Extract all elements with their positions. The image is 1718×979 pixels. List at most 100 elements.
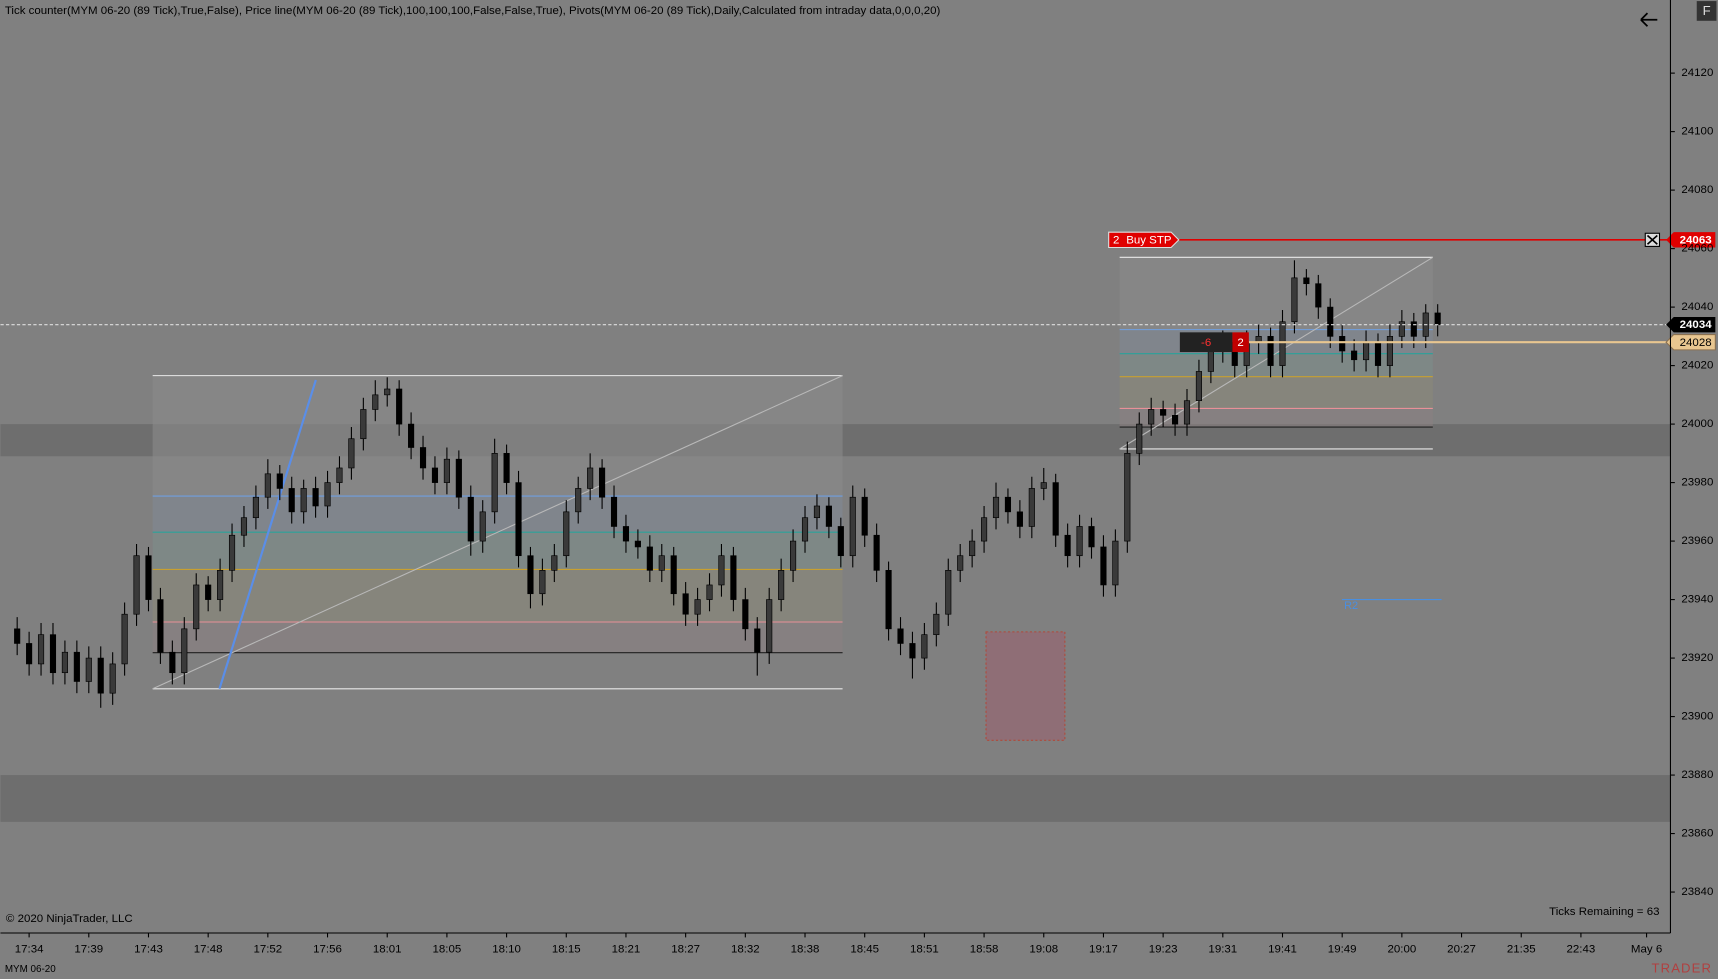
- candle-body: [730, 555, 737, 600]
- f-button[interactable]: [1696, 1, 1717, 21]
- x-tick-label: 17:56: [313, 943, 342, 955]
- candle-body: [288, 488, 295, 513]
- fib-band: [1119, 257, 1433, 330]
- candle-body: [276, 473, 283, 489]
- candle-body: [431, 467, 439, 483]
- candle-body: [85, 657, 92, 682]
- order-close-icon[interactable]: [1646, 234, 1658, 245]
- candle-body: [1267, 336, 1274, 366]
- x-tick-label: 18:15: [552, 943, 581, 955]
- candle-body: [849, 496, 856, 557]
- x-tick-label: 17:52: [253, 943, 282, 955]
- candle-body: [1291, 277, 1298, 323]
- candle-body: [503, 453, 510, 483]
- axes: 23840 23860 23880 23900 23920 23940 23960 23980…: [15, 67, 1714, 955]
- candle-body: [1124, 453, 1131, 542]
- candle-body: [1398, 321, 1405, 337]
- overlay: R2 24034 24028 -6 2 2 Buy STP 24063: [0, 231, 1716, 612]
- candle-body: [181, 628, 188, 674]
- candle-body: [897, 628, 904, 644]
- f-button-label[interactable]: F: [1703, 3, 1711, 18]
- candle-body: [121, 613, 128, 665]
- candle-body: [957, 555, 964, 571]
- y-tick-label: 24080: [1681, 184, 1713, 196]
- candle-body: [157, 599, 164, 653]
- candle-body: [1136, 423, 1143, 454]
- candle-body: [1076, 526, 1083, 557]
- candle-body: [885, 570, 892, 630]
- position-qty-box[interactable]: [1232, 332, 1249, 353]
- candle-body: [718, 555, 725, 586]
- candle-body: [837, 526, 844, 557]
- y-tick-label: 23840: [1681, 886, 1713, 898]
- instrument-label: MYM 06-20: [5, 964, 56, 975]
- x-tick-label: 18:51: [910, 943, 939, 955]
- y-tick-label: 24120: [1681, 67, 1713, 79]
- candle-body: [801, 517, 809, 542]
- position-qty[interactable]: 2: [1237, 337, 1243, 349]
- candle-body: [26, 643, 33, 665]
- candle-body: [1052, 482, 1059, 536]
- x-tick-label: 18:58: [970, 943, 999, 955]
- candle-body: [1148, 409, 1155, 425]
- y-tick-label: 23920: [1681, 652, 1713, 664]
- y-tick-label: 23940: [1681, 594, 1713, 606]
- x-tick-label: 18:38: [791, 943, 820, 955]
- position-pnl: -6: [1201, 337, 1211, 349]
- y-tick-label: 24000: [1681, 418, 1713, 430]
- candle-body: [264, 473, 271, 498]
- order-tag[interactable]: [1108, 231, 1180, 249]
- position-pnl-box: [1179, 332, 1233, 353]
- candle-body: [909, 643, 916, 659]
- x-tick-label: 19:23: [1149, 943, 1178, 955]
- candle-body: [1410, 321, 1417, 337]
- candle-body: [610, 496, 618, 527]
- x-tick-label: May 6: [1631, 943, 1662, 955]
- candle-body: [479, 511, 486, 542]
- position-price-label: 24028: [1680, 337, 1712, 349]
- candle-body: [193, 584, 200, 630]
- order-quantity[interactable]: 2: [1113, 234, 1119, 246]
- candle-body: [1303, 277, 1310, 285]
- candle-body: [396, 388, 403, 425]
- candle-body: [336, 467, 343, 483]
- candle-body: [634, 540, 641, 548]
- back-button[interactable]: [1640, 12, 1658, 27]
- candle-body: [228, 534, 236, 571]
- candle-body: [1315, 283, 1322, 308]
- candle-body: [97, 657, 104, 694]
- candle-body: [1183, 400, 1191, 425]
- order-type[interactable]: Buy STP: [1126, 234, 1172, 246]
- candle-body: [587, 467, 594, 489]
- candle-body: [252, 496, 259, 519]
- candle-body: [515, 482, 522, 557]
- candle-body: [1207, 350, 1214, 372]
- candle-body: [1016, 511, 1023, 527]
- candle-body: [766, 599, 773, 653]
- x-tick-label: 17:43: [134, 943, 163, 955]
- candle-body: [348, 438, 355, 469]
- candle-body: [1040, 482, 1047, 489]
- ticks-remaining: Ticks Remaining = 63: [1549, 906, 1659, 918]
- order-price-marker: [1666, 232, 1716, 248]
- candle-body: [539, 570, 546, 595]
- candle-body: [49, 634, 57, 674]
- trend-line: [218, 379, 317, 690]
- candle-body: [1362, 341, 1370, 361]
- candle-body: [1351, 350, 1358, 361]
- candle-body: [133, 555, 140, 615]
- candle-body: [455, 458, 462, 498]
- candle-body: [658, 555, 665, 571]
- candle-body: [324, 482, 331, 507]
- candle-body: [408, 423, 415, 448]
- y-tick-label: 24020: [1681, 360, 1713, 372]
- y-tick-label: 23880: [1681, 769, 1713, 781]
- x-tick-label: 19:41: [1268, 943, 1297, 955]
- fib-drawing: [1119, 256, 1434, 450]
- candle-body: [1064, 534, 1071, 557]
- candle-body: [1195, 371, 1203, 402]
- fib-band: [1119, 353, 1433, 377]
- candle-body: [969, 540, 976, 557]
- x-tick-label: 17:48: [194, 943, 223, 955]
